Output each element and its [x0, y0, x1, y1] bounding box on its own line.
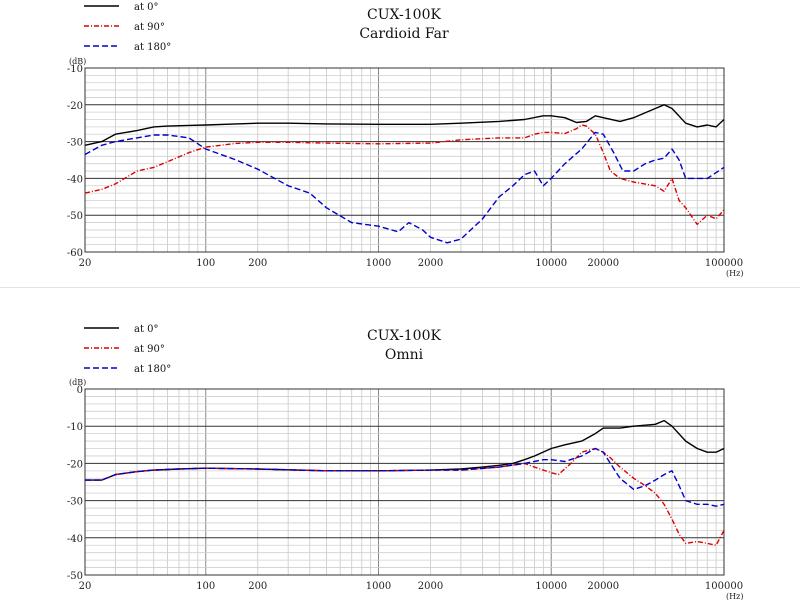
legend-label: at 90° [134, 22, 165, 33]
y-tick-label: 0 [77, 385, 83, 396]
y-tick-label: -40 [67, 534, 83, 545]
y-axis-unit: (dB) [69, 57, 86, 66]
x-tick-label: 2000 [418, 258, 443, 269]
legend: at 0° at 90° at 180° [84, 2, 171, 53]
x-axis-unit: (Hz) [726, 592, 743, 600]
plot-frame [84, 67, 725, 253]
y-tick-label: -50 [67, 571, 83, 582]
y-tick-label: -20 [67, 101, 83, 112]
legend-label: at 90° [134, 344, 165, 355]
x-tick-label: 200 [248, 258, 267, 269]
y-tick-label: -30 [67, 497, 83, 508]
chart-divider [0, 287, 800, 288]
x-axis-unit: (Hz) [726, 269, 743, 278]
chart-subtitle: Omni [385, 347, 424, 363]
x-tick-label: 20 [79, 258, 92, 269]
legend-label: at 0° [134, 2, 159, 13]
x-tick-label: 100 [196, 581, 215, 592]
x-tick-label: 200 [248, 581, 267, 592]
legend-label: at 180° [134, 364, 171, 375]
y-tick-label: -60 [67, 248, 83, 259]
series-line-at-180 [85, 447, 725, 507]
grid [84, 67, 725, 253]
y-tick-label: -20 [67, 459, 83, 470]
x-tick-label: 10000 [535, 581, 567, 592]
y-tick-label: -10 [67, 422, 83, 433]
legend: at 0° at 90° at 180° [84, 324, 171, 375]
x-tick-label: 1000 [366, 258, 391, 269]
x-tick-label: 20000 [587, 258, 619, 269]
chart-subtitle: Cardioid Far [359, 26, 449, 42]
series-line-at-90 [84, 124, 725, 226]
y-tick-label: -50 [67, 211, 83, 222]
x-tick-label: 100000 [705, 258, 743, 269]
y-tick-label: -40 [67, 174, 83, 185]
series-line-at-0 [84, 104, 725, 146]
grid [84, 388, 725, 576]
x-tick-label: 1000 [366, 581, 391, 592]
x-tick-label: 10000 [535, 258, 567, 269]
plot-frame [84, 388, 725, 576]
x-tick-label: 20000 [587, 581, 619, 592]
legend-label: at 180° [134, 42, 171, 53]
x-tick-label: 100000 [705, 581, 743, 592]
series-line-at-90 [85, 447, 725, 546]
x-tick-label: 20 [79, 581, 92, 592]
chart-title: CUX-100K [367, 7, 441, 23]
y-axis-unit: (dB) [69, 378, 86, 387]
y-tick-label: -10 [67, 64, 83, 75]
y-tick-label: -30 [67, 138, 83, 149]
chart-title: CUX-100K [367, 328, 441, 344]
legend-label: at 0° [134, 324, 159, 335]
x-tick-label: 100 [196, 258, 215, 269]
x-tick-label: 2000 [418, 581, 443, 592]
series-line-at-180 [84, 131, 725, 244]
